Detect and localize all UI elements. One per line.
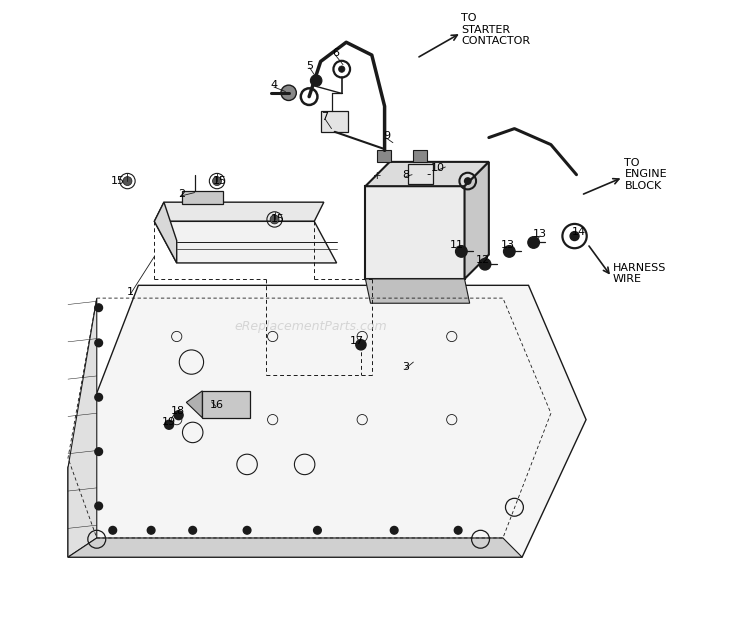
Text: 15: 15 bbox=[271, 215, 285, 224]
Polygon shape bbox=[68, 298, 97, 557]
Text: 11: 11 bbox=[450, 240, 464, 250]
Polygon shape bbox=[464, 162, 489, 279]
Circle shape bbox=[94, 448, 103, 456]
Text: STARTER: STARTER bbox=[461, 24, 511, 35]
Polygon shape bbox=[154, 202, 324, 221]
Bar bbox=[321, 112, 348, 132]
Text: 1: 1 bbox=[128, 287, 134, 297]
Circle shape bbox=[270, 215, 279, 224]
Polygon shape bbox=[154, 202, 177, 263]
Circle shape bbox=[147, 526, 155, 534]
Circle shape bbox=[464, 178, 471, 184]
Polygon shape bbox=[68, 285, 586, 557]
Text: 14: 14 bbox=[572, 227, 586, 237]
Text: 15: 15 bbox=[111, 176, 125, 186]
Bar bbox=[408, 165, 433, 183]
Text: 2: 2 bbox=[178, 189, 185, 199]
Text: 3: 3 bbox=[402, 362, 410, 372]
Text: 12: 12 bbox=[476, 254, 490, 265]
Text: -: - bbox=[426, 169, 430, 181]
Text: 6: 6 bbox=[332, 48, 339, 58]
Circle shape bbox=[455, 246, 467, 257]
Bar bbox=[182, 191, 224, 204]
Circle shape bbox=[356, 340, 366, 350]
Circle shape bbox=[164, 420, 173, 429]
Text: BLOCK: BLOCK bbox=[625, 181, 662, 191]
Circle shape bbox=[212, 176, 221, 185]
Text: +: + bbox=[374, 171, 382, 181]
Circle shape bbox=[94, 304, 103, 312]
Circle shape bbox=[310, 75, 322, 87]
Text: 4: 4 bbox=[271, 80, 278, 90]
Text: 18: 18 bbox=[171, 406, 185, 416]
Text: ENGINE: ENGINE bbox=[625, 169, 667, 179]
Text: TO: TO bbox=[461, 13, 477, 23]
Text: 8: 8 bbox=[402, 170, 410, 179]
Polygon shape bbox=[154, 221, 337, 263]
Circle shape bbox=[174, 411, 183, 420]
Circle shape bbox=[479, 258, 490, 270]
Text: 16: 16 bbox=[209, 400, 224, 410]
Bar bbox=[202, 391, 250, 418]
Text: 7: 7 bbox=[322, 112, 328, 122]
Circle shape bbox=[123, 176, 132, 185]
Circle shape bbox=[94, 339, 103, 347]
Text: WIRE: WIRE bbox=[613, 274, 642, 284]
Circle shape bbox=[243, 526, 251, 534]
Circle shape bbox=[338, 66, 345, 72]
Text: 13: 13 bbox=[533, 229, 547, 239]
Circle shape bbox=[570, 231, 579, 240]
Circle shape bbox=[189, 526, 196, 534]
Text: eReplacementParts.com: eReplacementParts.com bbox=[235, 320, 387, 333]
Text: 17: 17 bbox=[350, 336, 364, 346]
Circle shape bbox=[109, 526, 116, 534]
Bar bbox=[377, 151, 391, 162]
Text: 9: 9 bbox=[383, 131, 390, 141]
Text: 13: 13 bbox=[501, 240, 515, 250]
Circle shape bbox=[94, 502, 103, 510]
Text: 19: 19 bbox=[162, 417, 176, 426]
Circle shape bbox=[503, 246, 515, 257]
Circle shape bbox=[390, 526, 398, 534]
Circle shape bbox=[314, 526, 321, 534]
Polygon shape bbox=[365, 186, 464, 279]
Text: HARNESS: HARNESS bbox=[613, 263, 666, 272]
Text: 10: 10 bbox=[430, 163, 445, 173]
Polygon shape bbox=[365, 162, 489, 186]
Circle shape bbox=[94, 394, 103, 401]
Text: 5: 5 bbox=[306, 61, 314, 71]
Text: CONTACTOR: CONTACTOR bbox=[461, 36, 530, 46]
Polygon shape bbox=[365, 279, 470, 303]
Text: TO: TO bbox=[625, 158, 640, 168]
Bar bbox=[413, 151, 428, 162]
Circle shape bbox=[528, 237, 539, 248]
Circle shape bbox=[281, 85, 296, 101]
Polygon shape bbox=[68, 538, 522, 557]
Text: 15: 15 bbox=[213, 176, 227, 186]
Polygon shape bbox=[186, 391, 202, 418]
Circle shape bbox=[454, 526, 462, 534]
